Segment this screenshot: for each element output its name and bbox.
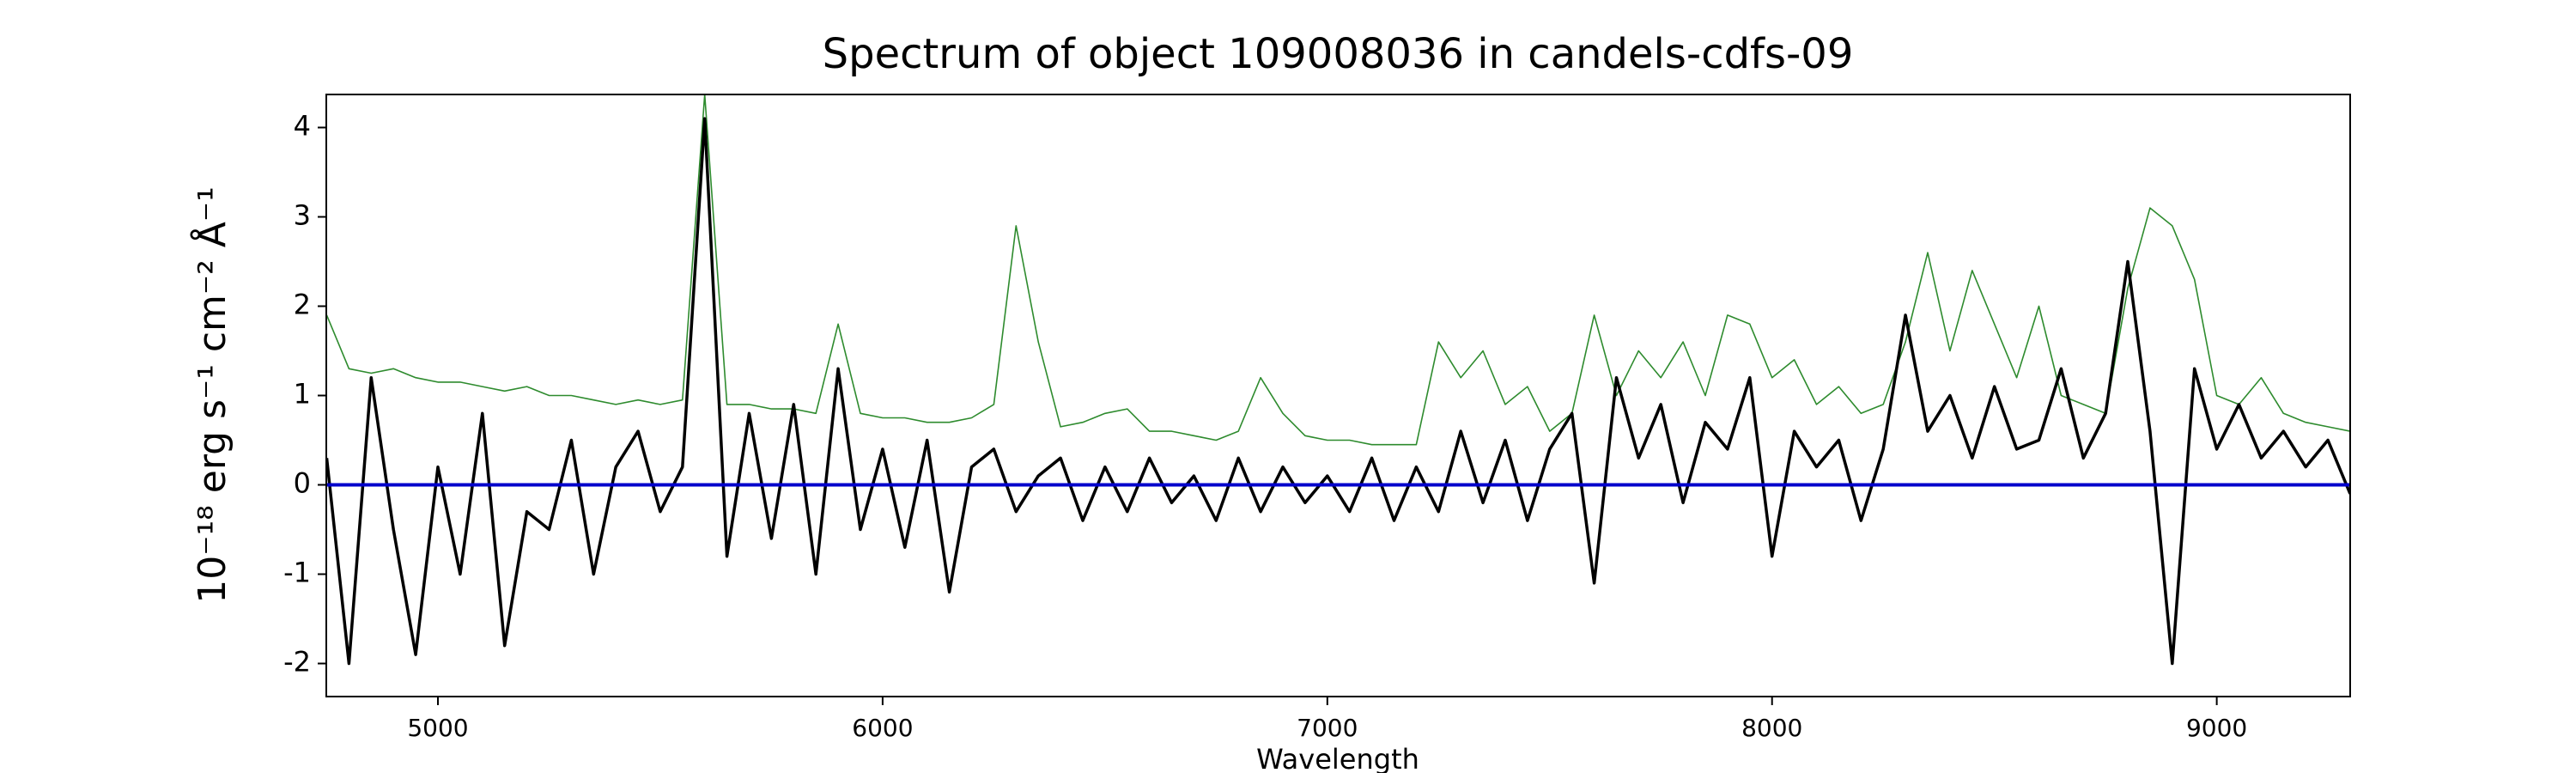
- x-tick-label: 9000: [2186, 714, 2247, 742]
- y-tick-label: -2: [283, 646, 311, 679]
- series-line: [326, 117, 2350, 666]
- y-axis-label: 10⁻¹⁸ erg s⁻¹ cm⁻² Å⁻¹: [189, 186, 234, 603]
- plot-area: [326, 94, 2350, 666]
- y-tick-label: 2: [294, 288, 311, 320]
- series-line: [326, 94, 2350, 446]
- x-axis-label: Wavelength: [1256, 743, 1419, 773]
- x-tick-label: 6000: [852, 714, 913, 742]
- y-tick-label: -1: [283, 557, 311, 589]
- chart-title: Spectrum of object 109008036 in candels-…: [823, 30, 1854, 78]
- plot-frame: [325, 94, 2351, 697]
- x-tick-label: 7000: [1297, 714, 1358, 742]
- y-tick-label: 4: [294, 109, 311, 142]
- y-tick-label: 1: [294, 378, 311, 411]
- y-tick-label: 3: [294, 198, 311, 231]
- x-tick-label: 5000: [407, 714, 468, 742]
- y-tick-label: 0: [294, 467, 311, 500]
- x-tick-label: 8000: [1741, 714, 1802, 742]
